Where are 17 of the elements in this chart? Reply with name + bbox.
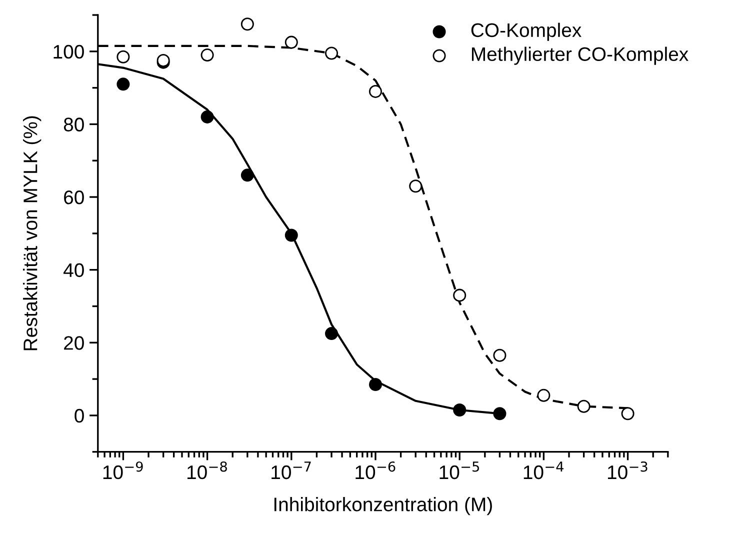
- x-tick-label: 10$^{−3}$: [608, 461, 648, 480]
- x-tick-label: 10$^{−6}$: [356, 461, 396, 480]
- x-tick-label: 10$^{−9}$: [103, 461, 143, 480]
- x-axis-title: Inhibitorkonzentration (M): [274, 497, 492, 516]
- y-tick-label: 80: [64, 118, 84, 132]
- x-tick-label: 10$^{−8}$: [187, 461, 227, 480]
- x-tick-label: 10$^{−5}$: [440, 462, 479, 480]
- y-axis-title: Restaktivität von MYLK (%): [23, 116, 42, 350]
- x-tick-label: 10$^{−7}$: [272, 462, 311, 480]
- y-tick-label: 60: [64, 190, 84, 204]
- y-tick-label: 40: [64, 263, 84, 278]
- y-tick-label: 0: [74, 408, 84, 423]
- legend-label: CO-Komplex: [471, 22, 582, 41]
- y-tick-label: 100: [54, 44, 84, 59]
- legend-label: Methylierter CO-Komplex: [472, 46, 688, 65]
- y-tick-label: 20: [64, 336, 84, 350]
- x-tick-label: 10$^{−4}$: [524, 462, 564, 480]
